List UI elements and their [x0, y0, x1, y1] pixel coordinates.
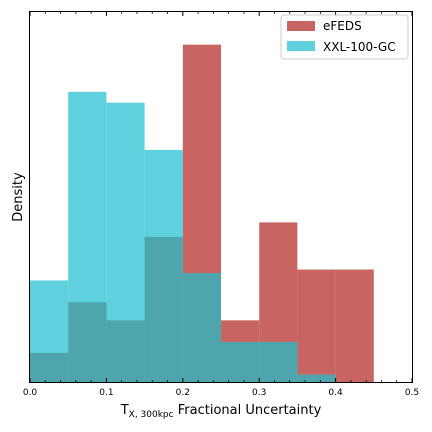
overlap-bar-7 [297, 375, 335, 382]
legend-label-xxl: XXL-100-GC [323, 40, 396, 54]
x-tick-label-2: 0.2 [176, 388, 190, 398]
y-axis-label: Density [11, 172, 26, 222]
x-tick-label-1: 0.1 [99, 388, 113, 398]
x-axis-label-rest: Fractional Uncertainty [174, 403, 322, 418]
overlap-bar-6 [259, 342, 297, 382]
x-axis-label-subscript: X, 300kpc [129, 410, 174, 420]
overlap-bar-2 [106, 320, 144, 382]
legend-swatch-efeds [287, 21, 315, 31]
legend-swatch-xxl [287, 41, 315, 51]
legend: eFEDS XXL-100-GC [281, 15, 408, 59]
overlap-bar-5 [221, 342, 259, 382]
x-tick-label-3: 0.3 [252, 388, 266, 398]
overlap-bar-1 [68, 302, 106, 382]
overlap-bar-0 [30, 353, 68, 382]
x-tick-label-5: 0.5 [405, 388, 419, 398]
overlap-bar-3 [145, 237, 183, 382]
efeds-bar-7 [297, 270, 335, 382]
overlap-bar-4 [183, 273, 221, 382]
x-tick-label-0: 0.0 [23, 388, 38, 398]
x-tick-label-4: 0.4 [328, 388, 343, 398]
legend-label-efeds: eFEDS [323, 19, 362, 33]
x-axis-label-main: T [120, 403, 129, 418]
efeds-bar-8 [336, 270, 374, 382]
